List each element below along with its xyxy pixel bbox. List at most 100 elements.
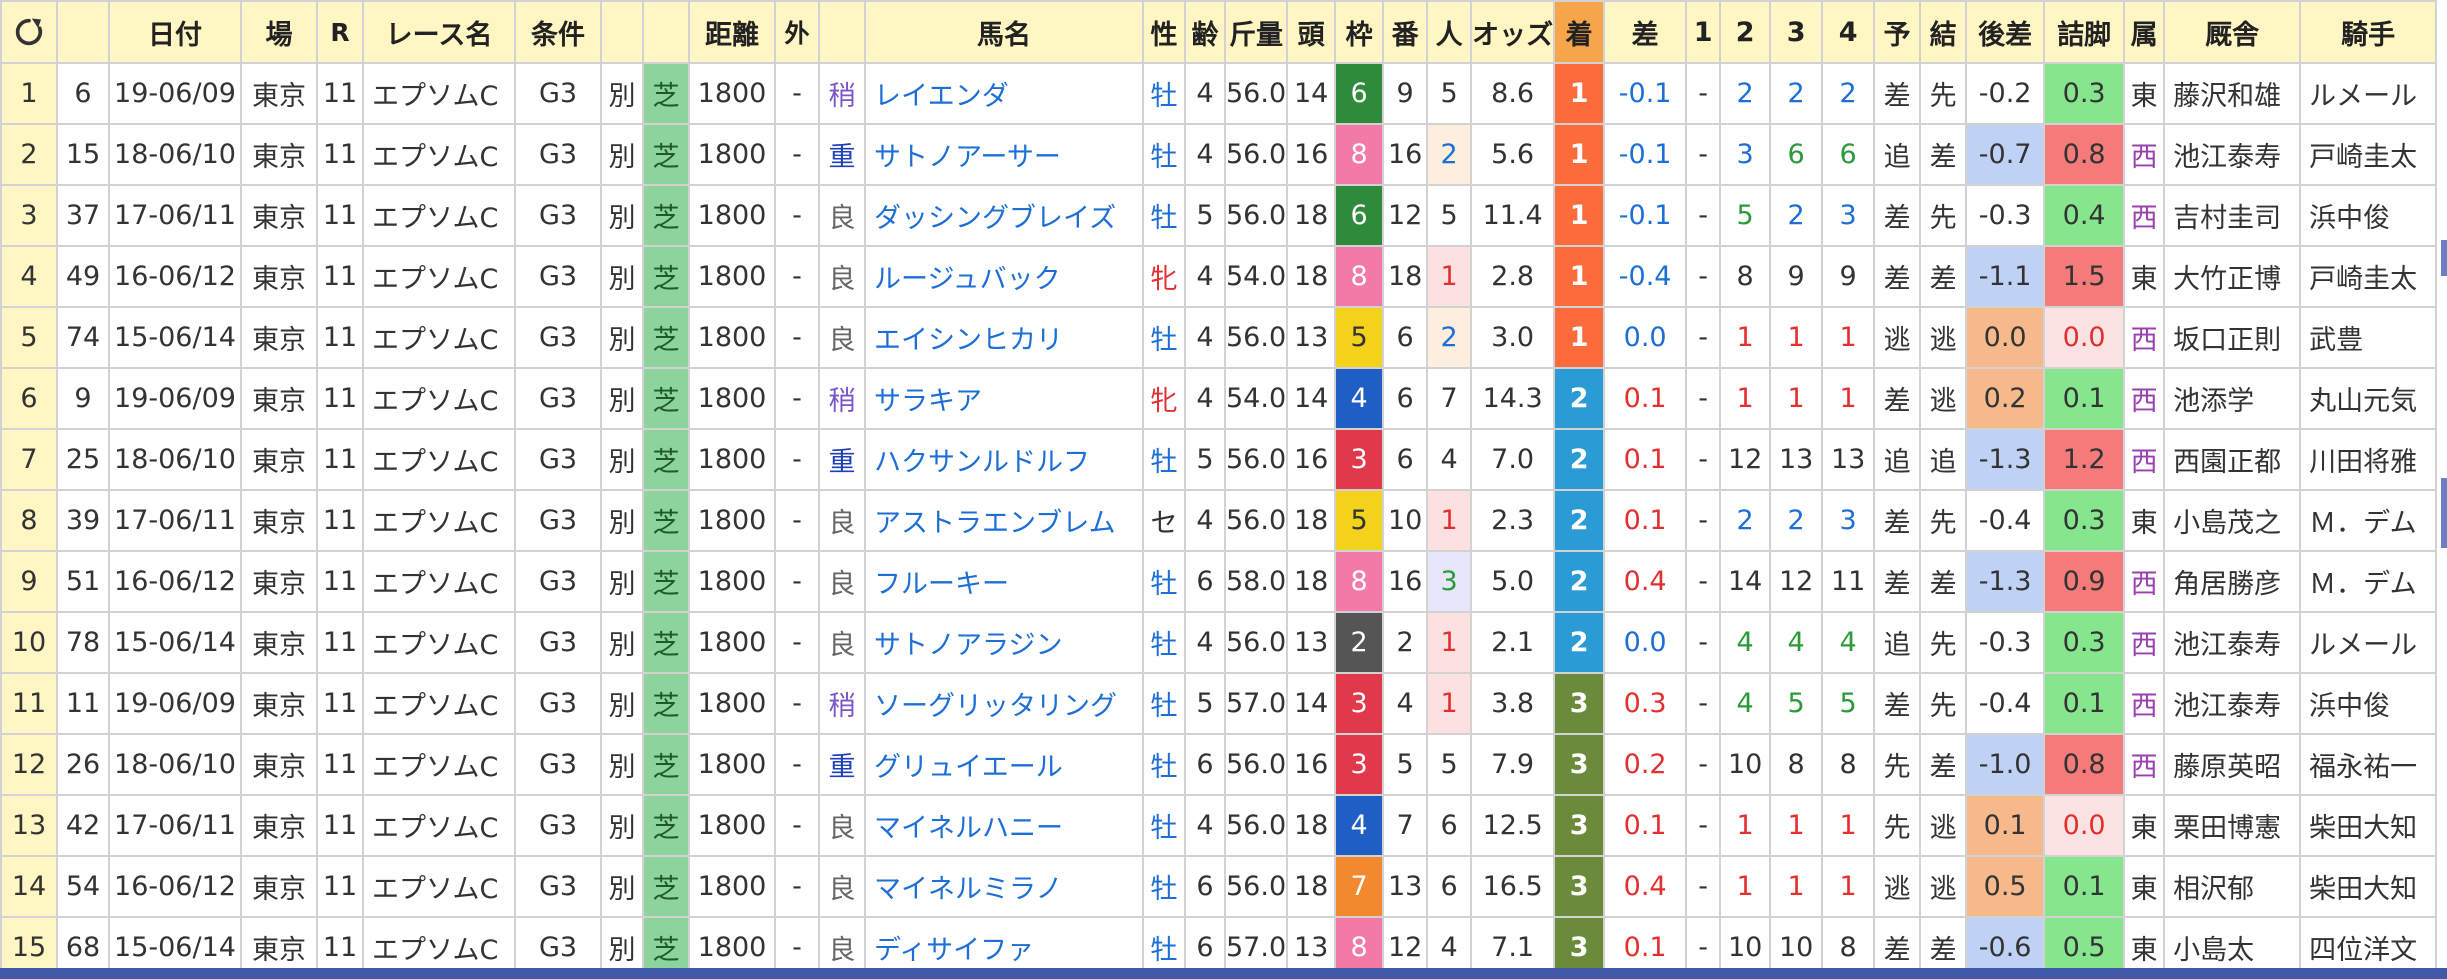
cell-trainer[interactable]: 小島太	[2163, 916, 2302, 968]
cell-trainer[interactable]: 藤原英昭	[2163, 733, 2302, 796]
reload-button[interactable]	[0, 0, 58, 64]
header-special[interactable]	[600, 0, 644, 64]
cell-horse-name[interactable]: マイネルミラノ	[864, 855, 1144, 918]
header-corner-4[interactable]: 4	[1821, 0, 1876, 64]
header-weight[interactable]: 斤量	[1223, 0, 1289, 64]
header-closing-speed[interactable]: 詰脚	[2043, 0, 2126, 64]
table-row[interactable]: 13 42 17-06/11 東京 11 エプソムC G3 別芝 1800- 良マイネルハニー牡 4…	[0, 794, 2438, 857]
cell-trainer[interactable]: 池江泰寿	[2163, 672, 2302, 735]
header-outer[interactable]: 外	[774, 0, 820, 64]
table-row[interactable]: 10 78 15-06/14 東京 11 エプソムC G3 別芝 1800- 良サトノアラジン牡 4…	[0, 611, 2438, 674]
cell-jockey[interactable]: 柴田大知	[2299, 855, 2438, 918]
cell-popularity: 1	[1426, 611, 1473, 674]
header-late-diff[interactable]: 後差	[1965, 0, 2046, 64]
cell-trainer[interactable]: 大竹正博	[2163, 245, 2302, 308]
header-jockey[interactable]: 騎手	[2299, 0, 2438, 64]
header-heads[interactable]: 頭	[1286, 0, 1337, 64]
cell-trainer[interactable]: 藤沢和雄	[2163, 62, 2302, 125]
table-row[interactable]: 5 74 15-06/14 東京 11 エプソムC G3 別芝 1800- 良エイシンヒカリ牡 4 5…	[0, 306, 2438, 369]
header-id[interactable]	[56, 0, 110, 64]
table-row[interactable]: 4 49 16-06/12 東京 11 エプソムC G3 別芝 1800- 良ルージュバック牝 4 5…	[0, 245, 2438, 308]
cell-jockey[interactable]: 浜中俊	[2299, 672, 2438, 735]
header-finish[interactable]: 着	[1553, 0, 1606, 64]
cell-horse-name[interactable]: ディサイファ	[864, 916, 1144, 968]
header-margin[interactable]: 差	[1603, 0, 1688, 64]
table-row[interactable]: 14 54 16-06/12 東京 11 エプソムC G3 別芝 1800- 良マイネルミラノ牡 6…	[0, 855, 2438, 918]
cell-trainer[interactable]: 西園正都	[2163, 428, 2302, 491]
cell-horse-name[interactable]: サトノアーサー	[864, 123, 1144, 186]
cell-horse-name[interactable]: フルーキー	[864, 550, 1144, 613]
cell-horse-name[interactable]: ソーグリッタリング	[864, 672, 1144, 735]
header-affiliation[interactable]: 属	[2123, 0, 2166, 64]
header-track-cond[interactable]	[818, 0, 866, 64]
cell-jockey[interactable]: 戸崎圭太	[2299, 245, 2438, 308]
table-row[interactable]: 3 37 17-06/11 東京 11 エプソムC G3 別芝 1800- 良ダッシングブレイズ牡…	[0, 184, 2438, 247]
cell-horse-name[interactable]: マイネルハニー	[864, 794, 1144, 857]
header-race-number[interactable]: R	[316, 0, 364, 64]
cell-trainer[interactable]: 小島茂之	[2163, 489, 2302, 552]
cell-horse-name[interactable]: ハクサンルドルフ	[864, 428, 1144, 491]
cell-jockey[interactable]: ルメール	[2299, 611, 2438, 674]
table-row[interactable]: 12 26 18-06/10 東京 11 エプソムC G3 別芝 1800- 重グリュイエール牡 6…	[0, 733, 2438, 796]
cell-jockey[interactable]: 川田将雅	[2299, 428, 2438, 491]
cell-jockey[interactable]: 丸山元気	[2299, 367, 2438, 430]
scrollbar-marker[interactable]	[2441, 240, 2447, 276]
cell-jockey[interactable]: 柴田大知	[2299, 794, 2438, 857]
table-row[interactable]: 2 15 18-06/10 東京 11 エプソムC G3 別芝 1800- 重サトノアーサー牡 4 5…	[0, 123, 2438, 186]
header-date[interactable]: 日付	[108, 0, 242, 64]
header-sex[interactable]: 性	[1142, 0, 1186, 64]
cell-horse-name[interactable]: レイエンダ	[864, 62, 1144, 125]
header-prediction[interactable]: 予	[1873, 0, 1922, 64]
header-track[interactable]	[642, 0, 690, 64]
header-result[interactable]: 結	[1919, 0, 1968, 64]
cell-jockey[interactable]: 戸崎圭太	[2299, 123, 2438, 186]
cell-trainer[interactable]: 池江泰寿	[2163, 123, 2302, 186]
header-distance[interactable]: 距離	[688, 0, 776, 64]
header-popularity[interactable]: 人	[1426, 0, 1473, 64]
header-horse-name[interactable]: 馬名	[864, 0, 1144, 64]
cell-jockey[interactable]: 福永祐一	[2299, 733, 2438, 796]
cell-horse-name[interactable]: グリュイエール	[864, 733, 1144, 796]
table-row[interactable]: 7 25 18-06/10 東京 11 エプソムC G3 別芝 1800- 重ハクサンルドルフ牡 5…	[0, 428, 2438, 491]
cell-trainer[interactable]: 池添学	[2163, 367, 2302, 430]
header-age[interactable]: 齢	[1184, 0, 1226, 64]
cell-horse-name[interactable]: ダッシングブレイズ	[864, 184, 1144, 247]
header-number[interactable]: 番	[1382, 0, 1429, 64]
cell-jockey[interactable]: 浜中俊	[2299, 184, 2438, 247]
cell-horse-name[interactable]: エイシンヒカリ	[864, 306, 1144, 369]
cell-trainer[interactable]: 栗田博憲	[2163, 794, 2302, 857]
cell-jockey[interactable]: 四位洋文	[2299, 916, 2438, 968]
header-waku[interactable]: 枠	[1334, 0, 1385, 64]
cell-trainer[interactable]: 吉村圭司	[2163, 184, 2302, 247]
cell-jockey[interactable]: ルメール	[2299, 62, 2438, 125]
table-row[interactable]: 11 11 19-06/09 東京 11 エプソムC G3 別芝 1800- 稍ソーグリッタリング…	[0, 672, 2438, 735]
cell-special: 別	[600, 916, 644, 968]
cell-horse-name[interactable]: アストラエンブレム	[864, 489, 1144, 552]
header-corner-3[interactable]: 3	[1769, 0, 1824, 64]
cell-jockey[interactable]: 武豊	[2299, 306, 2438, 369]
table-row[interactable]: 9 51 16-06/12 東京 11 エプソムC G3 別芝 1800- 良フルーキー牡 6 58.…	[0, 550, 2438, 613]
table-row[interactable]: 8 39 17-06/11 東京 11 エプソムC G3 別芝 1800- 良アストラエンブレムセ…	[0, 489, 2438, 552]
header-trainer[interactable]: 厩舎	[2163, 0, 2302, 64]
cell-number: 12	[1382, 184, 1429, 247]
cell-popularity: 6	[1426, 794, 1473, 857]
table-row[interactable]: 15 68 15-06/14 東京 11 エプソムC G3 別芝 1800- 良ディサイファ牡 6 5…	[0, 916, 2438, 968]
header-corner-1[interactable]: 1	[1685, 0, 1722, 64]
cell-trainer[interactable]: 坂口正則	[2163, 306, 2302, 369]
cell-horse-name[interactable]: サラキア	[864, 367, 1144, 430]
cell-trainer[interactable]: 池江泰寿	[2163, 611, 2302, 674]
header-corner-2[interactable]: 2	[1719, 0, 1772, 64]
header-odds[interactable]: オッズ	[1470, 0, 1556, 64]
table-row[interactable]: 6 9 19-06/09 東京 11 エプソムC G3 別芝 1800- 稍サラキア牝 4 54.0 1…	[0, 367, 2438, 430]
cell-trainer[interactable]: 相沢郁	[2163, 855, 2302, 918]
header-place[interactable]: 場	[240, 0, 318, 64]
cell-trainer[interactable]: 角居勝彦	[2163, 550, 2302, 613]
header-race-name[interactable]: レース名	[362, 0, 516, 64]
header-condition[interactable]: 条件	[514, 0, 602, 64]
cell-horse-name[interactable]: サトノアラジン	[864, 611, 1144, 674]
cell-jockey[interactable]: Ｍ．デム	[2299, 550, 2438, 613]
scrollbar-marker[interactable]	[2441, 478, 2447, 548]
cell-horse-name[interactable]: ルージュバック	[864, 245, 1144, 308]
table-row[interactable]: 1 6 19-06/09 東京 11 エプソムC G3 別芝 1800- 稍レイエンダ牡 4 56.0…	[0, 62, 2438, 125]
cell-jockey[interactable]: Ｍ．デム	[2299, 489, 2438, 552]
